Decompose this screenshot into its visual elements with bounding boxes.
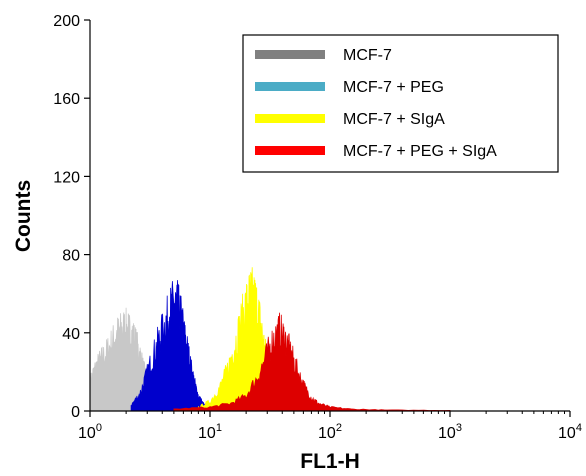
legend-swatch (255, 146, 325, 155)
x-tick-label: 103 (438, 422, 462, 442)
x-tick-label: 101 (198, 422, 222, 442)
legend: MCF-7 MCF-7 + PEG MCF-7 + SIgA MCF-7 + PEG … (242, 34, 559, 173)
x-axis-title: FL1-H (300, 450, 360, 473)
legend-label: MCF-7 (343, 47, 392, 64)
y-tick-label: 40 (62, 326, 80, 343)
y-tick-label: 200 (53, 13, 80, 30)
legend-swatch (255, 82, 325, 91)
series-area-4 (173, 312, 451, 412)
y-tick-label: 80 (62, 248, 80, 265)
x-axis-ticks: 100 101 102 103 104 (78, 411, 582, 442)
y-tick-label: 160 (53, 91, 80, 108)
y-tick-label: 120 (53, 169, 80, 186)
legend-swatch (255, 50, 325, 59)
y-tick-label: 0 (71, 404, 80, 421)
x-tick-label: 100 (78, 422, 102, 442)
legend-label: MCF-7 + PEG + SIgA (343, 143, 497, 160)
x-tick-label: 102 (318, 422, 342, 442)
legend-swatch (255, 114, 325, 123)
y-axis-ticks: 0 40 80 120 160 200 (53, 13, 90, 421)
legend-label: MCF-7 + PEG (343, 79, 444, 96)
series-area-2 (130, 280, 211, 412)
legend-label: MCF-7 + SIgA (343, 111, 445, 128)
x-tick-label: 104 (558, 422, 582, 442)
histogram-series-layer (89, 267, 451, 412)
y-axis-title: Counts (12, 180, 35, 252)
